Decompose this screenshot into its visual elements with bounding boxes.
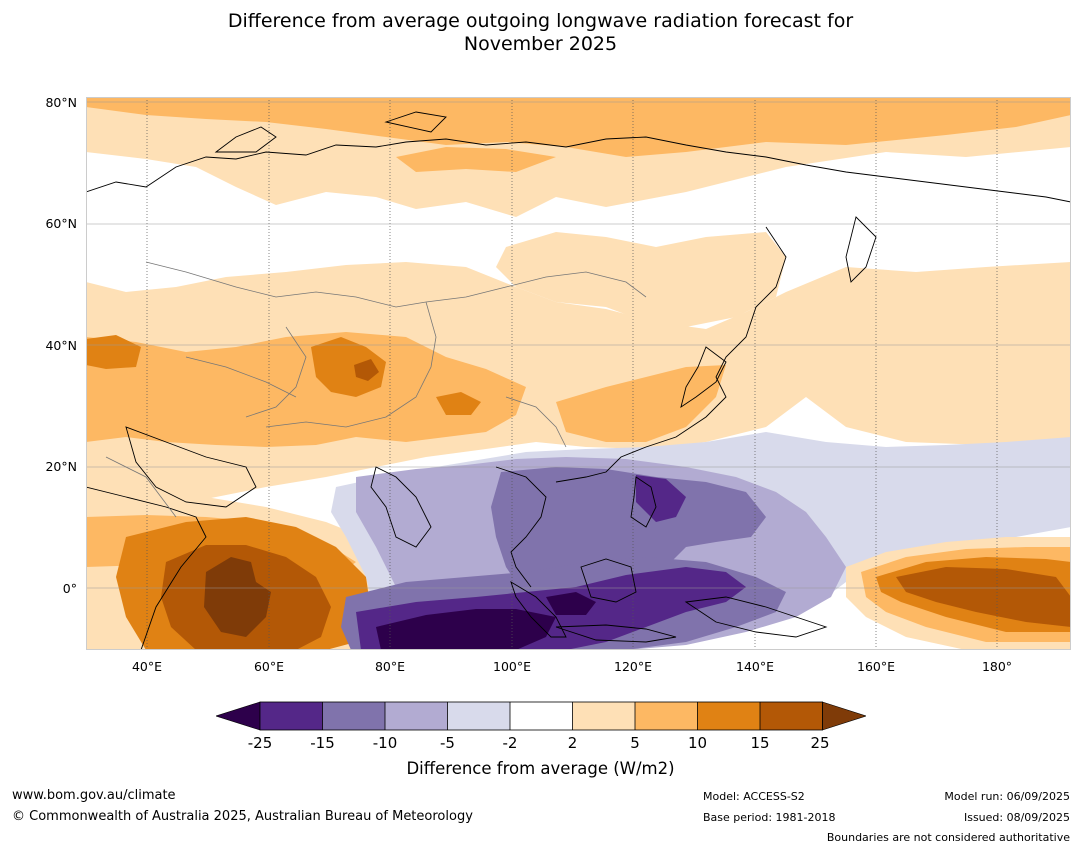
issued-date: Issued: 08/09/2025 [963,811,1070,824]
lat-label-40n: 40°N [45,338,77,353]
coast-arctic-islands [214,126,277,153]
colorbar-tick: -10 [372,734,398,752]
region-tibet-dark-orange-2 [436,392,481,415]
olr-anomaly-map [86,97,1071,650]
coastlines [86,111,1071,650]
colorbar-tick: 10 [687,734,708,752]
coast-philippines [630,476,657,528]
colorbar-swatch-6 [572,702,635,730]
colorbar-swatch-7 [635,702,698,730]
colorbar-tick: 25 [810,734,830,752]
colorbar-swatch-1 [260,702,323,730]
coast-arctic-islands-2 [384,111,447,133]
region-tibet-brown [354,359,379,381]
colorbar-tick: -25 [247,734,273,752]
coast-borneo [580,558,637,603]
lon-label-40e: 40°E [131,659,163,674]
colorbar [216,701,866,731]
coast-japan [680,346,727,409]
coast-southeast-asia [495,466,547,588]
region-central-asia-pale-orange [86,262,1071,517]
coast-kamchatka [845,216,877,283]
lon-label-80e: 80°E [374,659,406,674]
colorbar-tick: -15 [310,734,335,752]
title-line-1: Difference from average outgoing longwav… [227,10,854,32]
lat-label-60n: 60°N [45,216,77,231]
colorbar-swatch-5 [510,702,573,730]
colorbar-label: Difference from average (W/m2) [406,759,675,778]
region-middle-east-orange [86,332,526,447]
copyright-text: © Commonwealth of Australia 2025, Austra… [12,809,473,824]
colorbar-tick: 15 [750,734,770,752]
colorbar-tick: -5 [440,734,455,752]
base-period: Base period: 1981-2018 [703,811,836,824]
lon-label-140e: 140°E [735,659,775,674]
map-frame [86,97,1071,650]
region-arctic-orange [86,97,1071,157]
coast-east-asia [555,226,787,483]
colorbar-tick: 5 [630,734,640,752]
lat-label-80n: 80°N [45,95,77,110]
coast-arabia [125,426,257,508]
coast-europe [86,136,1071,203]
colorbar-tick: -2 [502,734,518,752]
coast-india [370,466,432,548]
region-central-pacific-brown [896,567,1071,627]
region-java-sea-darkest-purple [376,609,556,650]
region-indian-ocean-darkest [204,557,271,637]
title-line-2: November 2025 [463,33,618,55]
map-svg [86,97,1071,650]
coast-new-guinea [684,596,828,638]
colorbar-high-extend [822,701,866,731]
colorbar-swatch-3 [385,702,448,730]
colorbar-low-extend [216,701,261,731]
model-name: Model: ACCESS-S2 [703,790,805,803]
coast-sumatra [510,580,567,638]
region-java-sea-darkest-purple-2 [546,592,596,615]
colorbar-swatch-4 [447,702,510,730]
colorbar-tick: 2 [567,734,578,752]
lat-label-20n: 20°N [45,459,77,474]
region-west-orange [86,335,141,369]
colorbar-swatch-2 [322,702,385,730]
lat-label-0: 0° [62,581,77,596]
colorbar-swatch-9 [760,702,823,730]
colorbar-swatch-8 [697,702,760,730]
region-arctic-orange-2 [396,147,556,172]
parallel-lines [86,101,1071,589]
region-siberia-pale-orange [496,232,786,327]
region-china-orange [556,365,726,442]
region-pacific-dark-purple [636,475,686,522]
region-tibet-dark-orange [311,337,386,397]
lon-label-60e: 60°E [253,659,285,674]
lon-label-120e: 120°E [613,659,653,674]
lon-label-180: 180° [981,659,1013,674]
boundaries-disclaimer: Boundaries are not considered authoritat… [826,831,1070,844]
website-link[interactable]: www.bom.gov.au/climate [12,788,176,803]
coast-east-africa [86,486,207,650]
lon-label-100e: 100°E [492,659,532,674]
country-borders [105,261,647,518]
lon-label-160e: 160°E [856,659,896,674]
map-title: Difference from average outgoing longwav… [0,10,1081,56]
meridian-lines [146,97,998,650]
coast-java [555,624,677,643]
model-run-date: Model run: 06/09/2025 [944,790,1070,803]
